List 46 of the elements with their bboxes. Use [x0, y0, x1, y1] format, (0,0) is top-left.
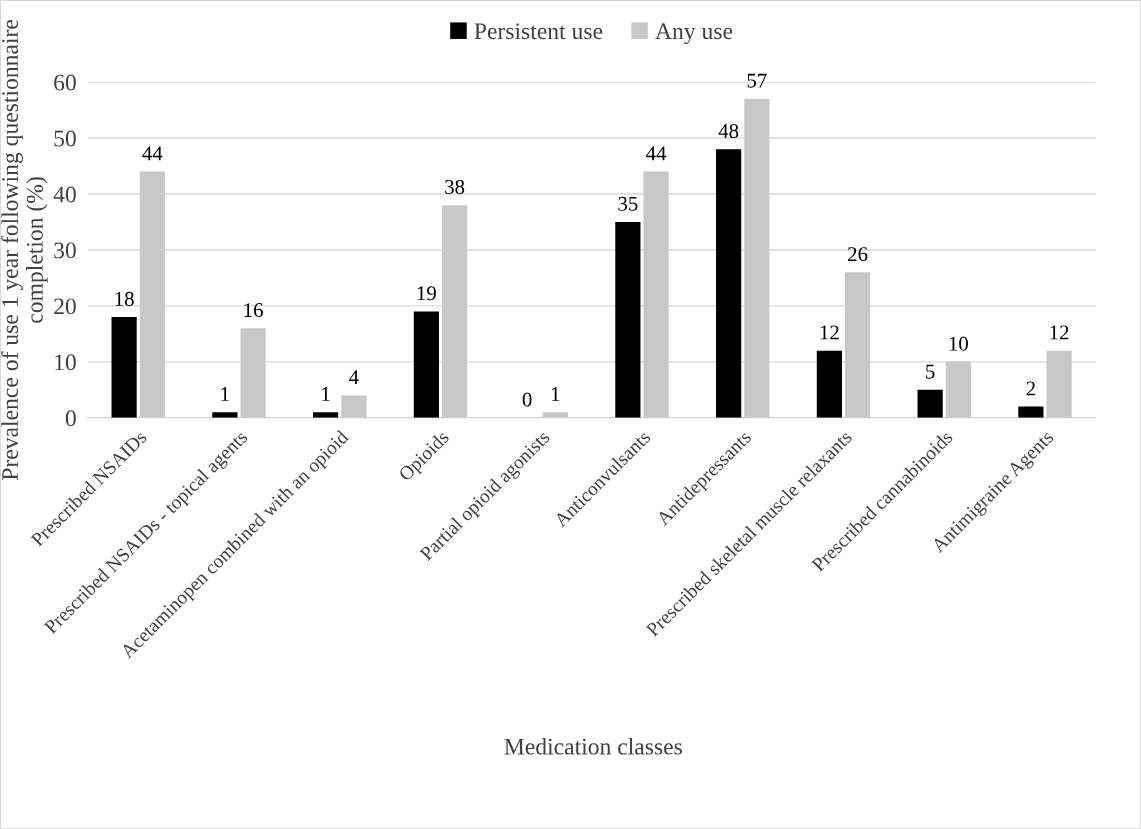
- y-tick-label: 30: [54, 242, 76, 259]
- data-label: 44: [646, 146, 667, 161]
- data-label: 10: [949, 336, 968, 351]
- y-tick-label: 60: [54, 74, 76, 91]
- data-label: 2: [1026, 381, 1035, 396]
- data-label: 0: [522, 392, 532, 407]
- bar: [441, 205, 468, 418]
- bar: [139, 171, 165, 418]
- bar: [643, 171, 669, 418]
- bar: [744, 98, 770, 418]
- data-label: 5: [926, 364, 935, 379]
- y-tick-label: 10: [55, 354, 76, 371]
- bar: [240, 328, 266, 418]
- data-label: 1: [221, 387, 229, 401]
- data-label: 12: [1050, 325, 1069, 340]
- data-label: 18: [115, 291, 134, 306]
- bar: [917, 389, 943, 418]
- bar: [716, 149, 742, 418]
- data-label: 16: [244, 303, 263, 318]
- data-label: 1: [551, 387, 560, 401]
- bar: [341, 395, 367, 418]
- y-tick-label: 20: [54, 298, 76, 315]
- legend-label: Persistent use: [474, 23, 603, 40]
- data-label: 35: [618, 196, 638, 211]
- data-label: 1: [322, 387, 330, 401]
- data-label: 38: [445, 179, 465, 194]
- data-label: 44: [142, 146, 163, 161]
- bar: [1046, 350, 1072, 418]
- data-label: 4: [349, 370, 359, 385]
- data-label: 57: [747, 73, 767, 88]
- bar: [111, 317, 137, 418]
- y-tick-label: 0: [65, 410, 76, 427]
- y-tick-label: 50: [54, 130, 76, 147]
- bar: [945, 361, 971, 418]
- bar: [413, 311, 439, 418]
- data-label: 26: [848, 247, 868, 262]
- data-label: 12: [820, 325, 839, 340]
- y-axis-title: Prevalence of use 1 year following questionnaire completion (%): [1, 19, 48, 481]
- y-tick-label: 40: [53, 186, 76, 203]
- bar: [845, 272, 871, 418]
- data-label: 19: [417, 286, 436, 301]
- x-axis-title: Medication classes: [504, 738, 682, 755]
- data-label: 48: [718, 123, 739, 139]
- bar: [816, 350, 842, 418]
- bar: [615, 221, 641, 418]
- legend-label: Any use: [655, 23, 733, 45]
